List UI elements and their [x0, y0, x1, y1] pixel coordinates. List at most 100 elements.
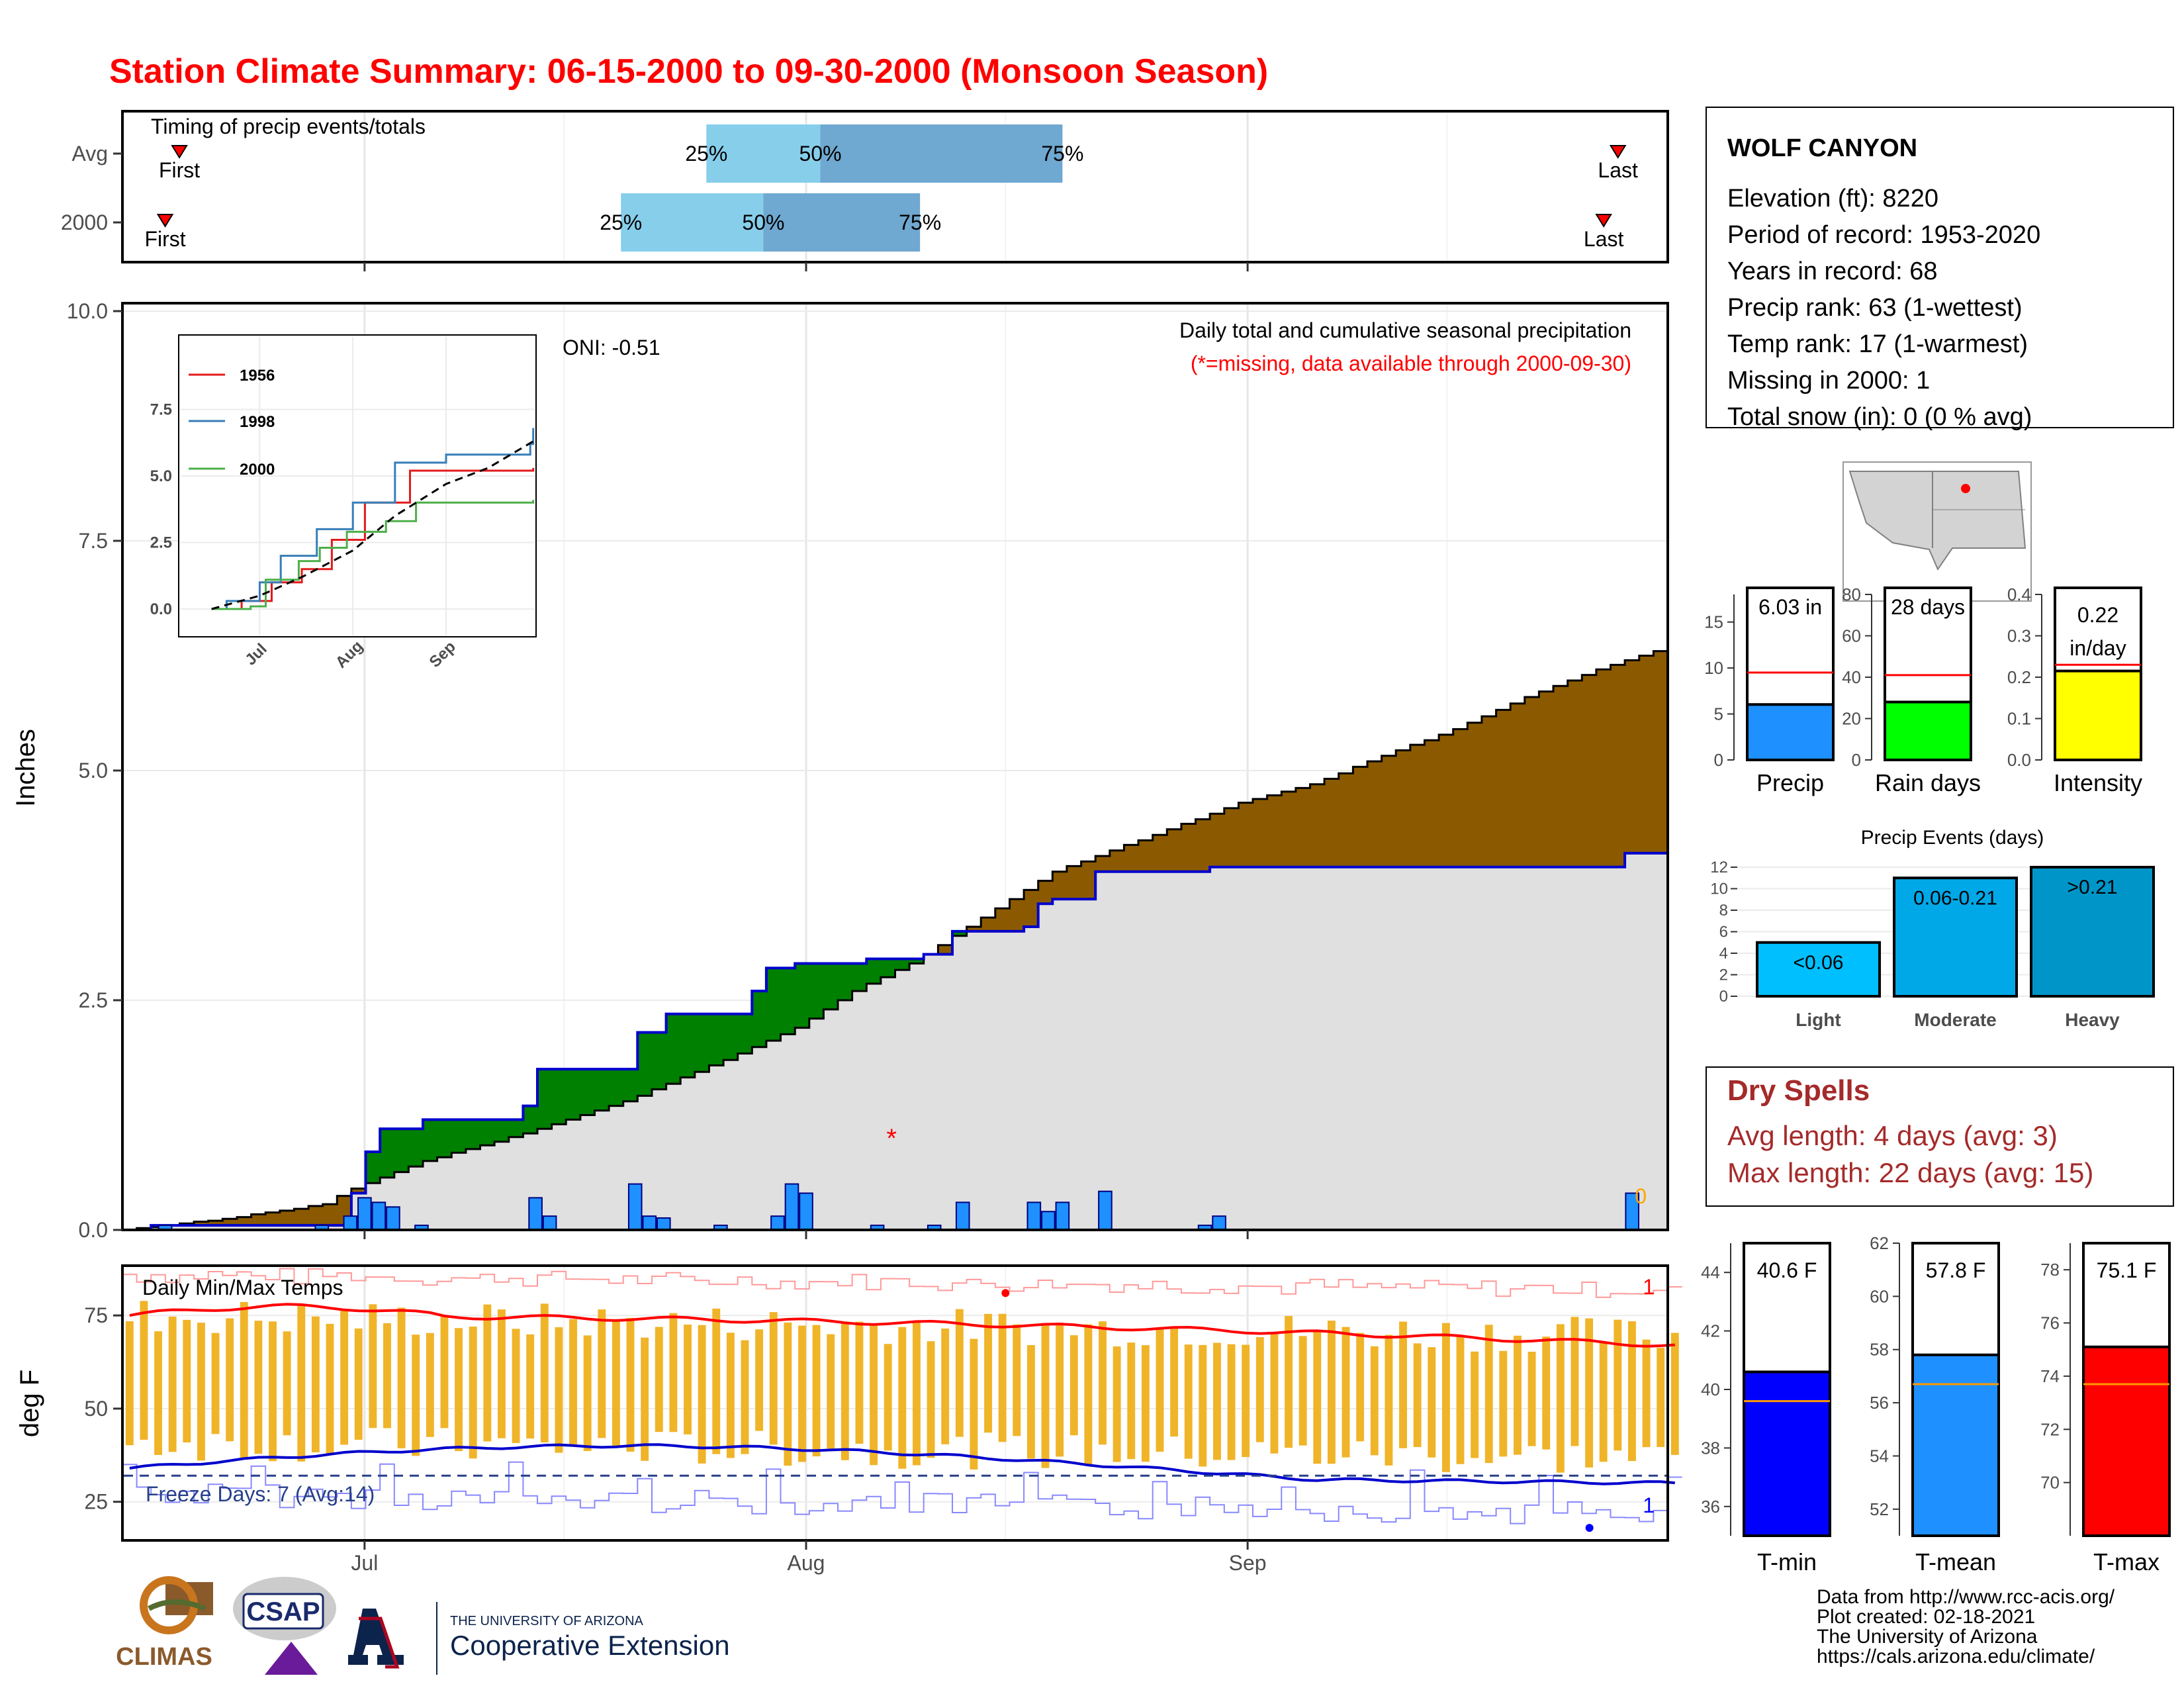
y-tick-label: 5.0 — [79, 759, 108, 782]
daily-precip-bar — [784, 1183, 799, 1231]
temp-y-tick-label: 75 — [84, 1303, 108, 1327]
ua-logo-small-text: THE UNIVERSITY OF ARIZONA — [450, 1614, 644, 1628]
inset-series-line — [211, 440, 534, 610]
summary-y-tick-label: 72 — [2040, 1419, 2060, 1439]
summary-y-tick-label: 60 — [1870, 1286, 1889, 1306]
record-low-marker — [1585, 1524, 1594, 1532]
summary-value-bar — [2054, 669, 2142, 761]
missing-data-marker: * — [886, 1124, 897, 1153]
temp-summary-bars: 36 38 40 42 44 T-min 40.6 F 52 54 56 58 60 62 T-mean 5… — [1701, 1233, 2171, 1575]
station-info-line: Elevation (ft): 8220 — [1727, 185, 1938, 212]
events-y-tick-label: 10 — [1710, 880, 1728, 898]
precip-base-area — [122, 853, 1668, 1230]
summary-y-tick-label: 76 — [2040, 1313, 2060, 1333]
events-bar-label: 0.06-0.21 — [1913, 887, 1997, 909]
daily-precip-bar — [528, 1197, 543, 1231]
summary-panel-name: Precip — [1756, 769, 1824, 796]
summary-y-tick-label: 54 — [1870, 1446, 1889, 1466]
inset-series-line — [211, 500, 535, 610]
summary-y-tick-label: 40 — [1842, 667, 1861, 687]
summary-y-tick-label: 0.2 — [2007, 667, 2031, 687]
summary-panel-name: Intensity — [2054, 769, 2142, 796]
x-tick-label: Jul — [351, 1551, 378, 1575]
summary-y-tick-label: 80 — [1842, 585, 1861, 604]
events-category-label: Heavy — [2065, 1009, 2120, 1030]
events-y-tick-label: 8 — [1719, 902, 1728, 919]
footer-line-1: Data from http://www.rcc-acis.org/ — [1817, 1586, 2115, 1608]
summary-panel-name: Rain days — [1875, 769, 1981, 796]
csap-logo-text: CSAP — [246, 1597, 320, 1626]
page-title: Station Climate Summary: 06-15-2000 to 0… — [109, 52, 1268, 91]
daily-precip-bar — [386, 1206, 400, 1231]
dry-spells-avg: Avg length: 4 days (avg: 3) — [1727, 1120, 2058, 1151]
daily-precip-bar — [799, 1192, 813, 1231]
inset-y-tick-label: 0.0 — [150, 600, 172, 618]
summary-y-tick-label: 56 — [1870, 1393, 1889, 1413]
precip-summary-bars: 0 5 10 15 Precip 6.03 in 0 20 40 60 80 Rain days 28 … — [1704, 585, 2142, 796]
summary-value-label: 28 days — [1891, 595, 1965, 619]
csap-logo: CSAP — [233, 1577, 336, 1675]
summary-y-tick-label: 38 — [1701, 1438, 1720, 1458]
timing-first-label: First — [159, 158, 200, 182]
timing-last-label: Last — [1584, 227, 1624, 251]
y-tick-label: 2.5 — [79, 988, 108, 1012]
precip-events-title: Precip Events (days) — [1861, 827, 2044, 849]
timing-bar-q50-q75 — [820, 124, 1063, 183]
summary-y-tick-label: 5 — [1714, 704, 1723, 724]
timing-title: Timing of precip events/totals — [151, 115, 426, 138]
freeze-days-label: Freeze Days: 7 (Avg:14) — [146, 1482, 375, 1506]
summary-y-tick-label: 44 — [1701, 1262, 1720, 1282]
daily-precip-bar — [1055, 1201, 1070, 1231]
record-high-line — [122, 1268, 1682, 1298]
high-count-label: 1 — [1643, 1275, 1655, 1299]
summary-y-tick-label: 70 — [2040, 1473, 2060, 1493]
summary-y-tick-label: 78 — [2040, 1260, 2060, 1280]
temp-panel: 25 50 75 Daily Min/Max Temps Freeze Days: … — [15, 1264, 1682, 1575]
summary-value-bar — [1911, 1353, 2000, 1538]
footer-line-3: The University of Arizona — [1817, 1626, 2038, 1648]
inset-y-tick-label: 2.5 — [150, 534, 172, 552]
oni-label: ONI: -0.51 — [563, 336, 660, 359]
station-info-line: Temp rank: 17 (1-warmest) — [1727, 330, 2028, 358]
events-bar — [1756, 941, 1881, 998]
record-high-marker — [1001, 1289, 1010, 1297]
daily-precip-bar — [1212, 1215, 1226, 1231]
summary-y-tick-label: 0.0 — [2007, 750, 2031, 770]
footer-credits: Data from http://www.rcc-acis.org/ Plot … — [1817, 1586, 2115, 1667]
events-y-tick-label: 6 — [1719, 923, 1728, 941]
events-y-tick-label: 4 — [1719, 945, 1728, 962]
daily-precip-bar — [1098, 1190, 1113, 1231]
summary-y-tick-label: 62 — [1870, 1233, 1889, 1253]
timing-row-label: 2000 — [61, 211, 108, 234]
events-category-label: Moderate — [1914, 1009, 1996, 1030]
summary-value-label: 75.1 F — [2097, 1258, 2157, 1282]
y-tick-label: 7.5 — [79, 529, 108, 553]
summary-y-tick-label: 60 — [1842, 626, 1861, 646]
daily-precip-bar — [1026, 1201, 1042, 1231]
x-tick-label: Aug — [788, 1551, 825, 1575]
summary-y-tick-label: 0.4 — [2007, 585, 2031, 604]
station-info-line: Missing in 2000: 1 — [1727, 367, 1930, 395]
y-tick-label: 0.0 — [79, 1218, 108, 1242]
dry-spells-max: Max length: 22 days (avg: 15) — [1727, 1157, 2093, 1188]
timing-first-marker — [156, 214, 174, 228]
events-bar-label: <0.06 — [1794, 952, 1844, 974]
summary-y-tick-label: 40 — [1701, 1380, 1720, 1399]
inset-legend-label: 1998 — [240, 413, 275, 431]
events-category-label: Light — [1796, 1009, 1841, 1030]
avg-max-temp-line — [129, 1303, 1675, 1348]
station-info-line: Total snow (in): 0 (0 % avg) — [1727, 403, 2032, 431]
dry-spells-title: Dry Spells — [1727, 1074, 1870, 1107]
ua-cooperative-extension-logo: THE UNIVERSITY OF ARIZONA Cooperative Ex… — [348, 1602, 730, 1675]
summary-panel-name: T-min — [1757, 1548, 1817, 1575]
timing-panel: Timing of precip events/totals Avg 25% 50%… — [61, 110, 1669, 271]
precip-events-chart: Precip Events (days) 0 2 4 6 8 10 12 <0.06 Light… — [1710, 827, 2155, 1030]
events-y-tick-label: 2 — [1719, 966, 1728, 984]
summary-y-tick-label: 0 — [1852, 750, 1861, 770]
daily-precip-bar — [357, 1197, 372, 1231]
timing-first-label: First — [144, 227, 185, 251]
station-info-line: Years in record: 68 — [1727, 258, 1938, 285]
ua-logo-big-text: Cooperative Extension — [450, 1630, 730, 1661]
x-tick-label: Sep — [1229, 1551, 1267, 1575]
temp-y-label: deg F — [15, 1370, 44, 1437]
